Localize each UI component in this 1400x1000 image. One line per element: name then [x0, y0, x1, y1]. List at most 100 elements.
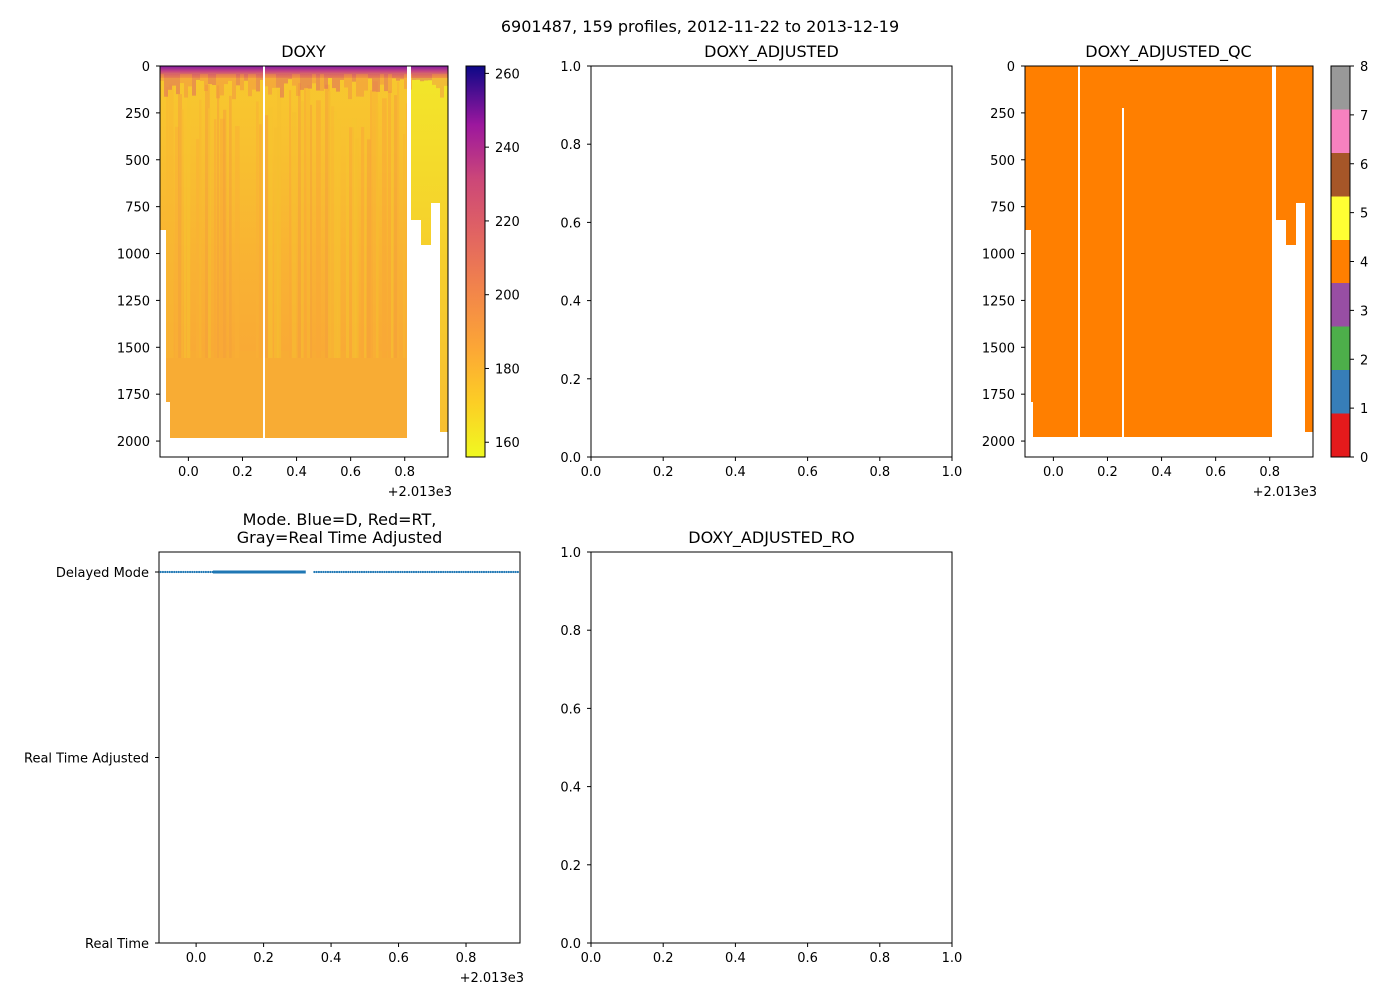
doxy-surface-cell: [268, 74, 272, 95]
doxy-surface-cell: [420, 74, 424, 82]
mode-point: [453, 570, 456, 574]
mode-point: [335, 570, 339, 574]
doxy-missing-data: [160, 66, 448, 458]
figure-title: 6901487, 159 profiles, 2012-11-22 to 201…: [501, 17, 899, 36]
mode-point: [503, 570, 506, 574]
qc-right-missing-4: [1305, 432, 1313, 438]
doxy-surface-cell: [380, 74, 384, 85]
doxy-right-missing-2: [421, 245, 431, 438]
mode-point: [428, 570, 431, 574]
y-tick-label: 1750: [117, 388, 150, 403]
mode-point: [419, 570, 422, 574]
doxy-profile-stripe: [265, 115, 269, 358]
mode-point: [417, 570, 420, 574]
doxy-profile-stripe: [229, 95, 232, 358]
mode-point: [473, 570, 476, 574]
doxy-left-missing-low: [160, 402, 170, 458]
doxy-surface-cell: [280, 74, 284, 98]
mode-point: [424, 570, 427, 574]
doxy-profile-stripe: [334, 111, 338, 359]
mode-point: [403, 570, 406, 574]
doxy-profile-stripe: [178, 94, 183, 359]
mode-point: [191, 570, 194, 574]
doxy-gap-1: [263, 66, 265, 438]
doxy-adjusted-qc-title: DOXY_ADJUSTED_QC: [1085, 42, 1251, 62]
y-tick-label: 1250: [982, 294, 1015, 309]
doxy-adjusted-axes-frame: [590, 65, 953, 458]
mode-point: [396, 570, 400, 574]
y-tick-label: 0: [142, 60, 150, 75]
doxy-surface-cell: [360, 74, 364, 97]
mode-point: [514, 570, 517, 574]
x-tick-label: 0.2: [1097, 465, 1118, 480]
mode-point: [186, 570, 189, 574]
mode-point: [415, 570, 418, 574]
mode-point: [204, 570, 207, 574]
x-tick-label: 0.2: [232, 465, 253, 480]
qc-fill: [1025, 66, 1313, 438]
doxy-surface-cell: [232, 74, 236, 100]
doxy-surface-cell: [432, 74, 436, 85]
mode-point: [166, 570, 169, 574]
x-tick-label: 0.6: [797, 465, 818, 480]
doxy-profile-stripe: [316, 100, 321, 359]
doxy-surface-cell: [212, 74, 216, 86]
doxy-profile-stripe: [199, 99, 202, 358]
colorbar-tick-label: 240: [495, 141, 520, 156]
mode-point: [442, 570, 445, 574]
y-tick-label: 1250: [117, 294, 150, 309]
mode-point: [193, 570, 196, 574]
doxy-profile-stripe: [352, 118, 357, 359]
mode-point: [516, 570, 519, 574]
doxy-surface-cell: [248, 74, 252, 97]
mode-point: [487, 570, 490, 574]
x-tick-label: 0.4: [725, 951, 746, 966]
qc-colorbar-bin: [1331, 326, 1350, 371]
y-tick-label: 250: [125, 107, 150, 122]
mode-axes: 0.0 0.2 0.4 0.6 0.8 +2.013e3 Delayed Mode Real …: [24, 566, 524, 986]
mode-point: [353, 570, 357, 574]
doxy-surface-cell: [272, 74, 276, 88]
mode-axes-frame: [158, 551, 521, 944]
mode-point: [430, 570, 434, 574]
doxy-profile-stripe: [304, 88, 307, 358]
mode-point: [207, 570, 210, 574]
doxy-profile-stripe: [403, 134, 406, 358]
mode-point: [401, 570, 404, 574]
y-tick-label: Real Time: [85, 937, 149, 952]
mode-panel: Mode. Blue=D, Red=RT, Gray=Real Time Adj…: [24, 510, 524, 986]
doxy-surface-cell: [188, 74, 192, 87]
x-tick-label: 0.4: [725, 465, 746, 480]
mode-point: [457, 570, 461, 574]
doxy-surface-cell: [320, 74, 324, 91]
doxy-surface-cell: [264, 74, 268, 87]
mode-point: [200, 570, 203, 574]
doxy-surface-cell: [388, 74, 392, 93]
mode-point: [342, 570, 345, 574]
y-tick-label: 2000: [982, 435, 1015, 450]
doxy-surface-cell: [336, 74, 340, 92]
mode-point: [494, 570, 497, 574]
doxy-surface-cell: [224, 74, 228, 85]
qc-colorbar-tick-label: 5: [1360, 207, 1368, 222]
mode-point: [324, 570, 327, 574]
mode-point: [161, 570, 165, 574]
mode-point: [317, 570, 321, 574]
doxy-profile-stripe: [307, 85, 311, 358]
doxy-profile-stripe: [277, 89, 282, 358]
mode-point: [505, 570, 508, 574]
doxy-profile-stripe: [373, 81, 378, 358]
mode-point: [363, 570, 366, 574]
doxy-profile-stripe: [289, 90, 292, 359]
doxy-profile-stripe: [349, 127, 354, 359]
doxy-surface-cell: [220, 74, 224, 96]
doxy-surface-cell: [208, 74, 212, 85]
y-tick-label: 1.0: [560, 60, 581, 75]
doxy-surface-cell: [444, 74, 448, 86]
mode-title-line2: Gray=Real Time Adjusted: [237, 528, 443, 547]
mode-point: [485, 570, 488, 574]
mode-point: [421, 570, 425, 574]
doxy-surface-cell: [440, 74, 444, 98]
doxy-profile-stripe: [367, 139, 371, 358]
mode-point: [331, 570, 334, 574]
